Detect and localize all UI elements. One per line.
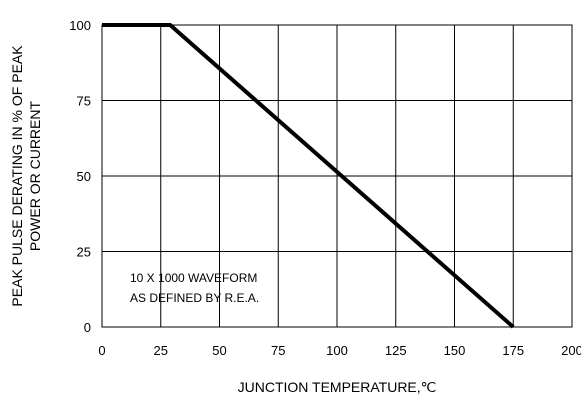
x-tick-label: 75 [271, 343, 285, 358]
y-tick-label: 100 [69, 18, 91, 33]
x-tick-label: 25 [154, 343, 168, 358]
grid-lines [102, 25, 572, 327]
y-tick-label: 50 [77, 169, 91, 184]
plot-frame [101, 24, 573, 328]
y-axis-label-line-1: PEAK PULSE DERATING IN % OF PEAK [9, 45, 25, 307]
annotation-line-1: 10 X 1000 WAVEFORM [130, 271, 257, 285]
x-tick-label: 50 [212, 343, 226, 358]
x-tick-label: 200 [561, 343, 581, 358]
y-tick-label: 25 [77, 245, 91, 260]
x-tick-label: 150 [444, 343, 466, 358]
x-tick-label: 125 [385, 343, 407, 358]
derating-curve [102, 23, 515, 329]
x-axis-label: JUNCTION TEMPERATURE,℃ [238, 379, 437, 395]
y-tick-labels: 0 25 50 75 100 [69, 18, 91, 335]
x-tick-label: 0 [98, 343, 105, 358]
x-tick-labels: 0 25 50 75 100 125 150 175 200 [98, 343, 581, 358]
y-axis-label-line-2: POWER OR CURRENT [27, 101, 43, 252]
annotation-line-2: AS DEFINED BY R.E.A. [130, 291, 259, 305]
y-tick-label: 0 [84, 320, 91, 335]
x-tick-label: 100 [326, 343, 348, 358]
y-tick-label: 75 [77, 94, 91, 109]
x-tick-label: 175 [502, 343, 524, 358]
